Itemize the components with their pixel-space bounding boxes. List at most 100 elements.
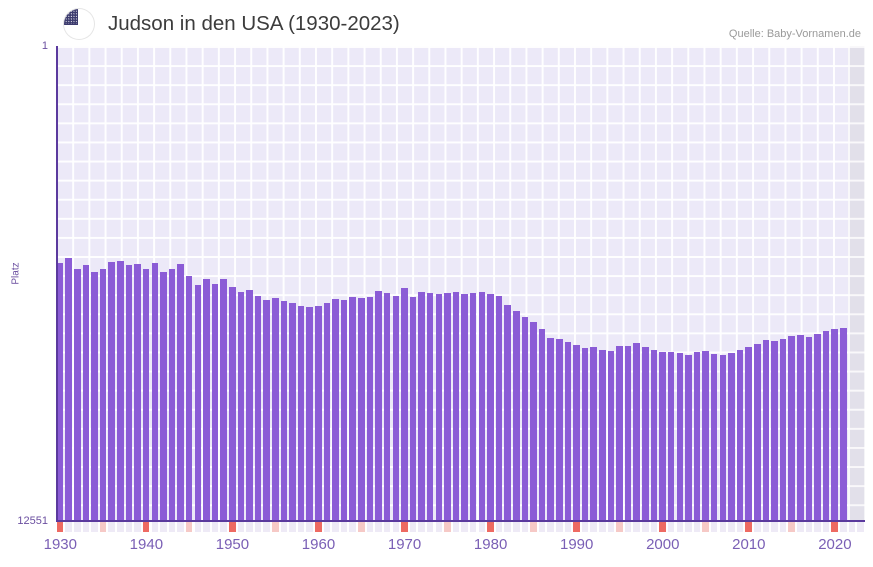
x-tick-1931 — [65, 522, 72, 532]
x-tick-2000 — [659, 522, 666, 532]
bar — [607, 350, 615, 521]
x-tick-2012 — [762, 522, 770, 532]
x-tick-1962 — [332, 522, 339, 532]
x-tick-1971 — [409, 522, 417, 532]
bar — [564, 342, 572, 521]
bar — [530, 322, 537, 521]
x-tick-1984 — [521, 522, 529, 532]
x-tick-2020 — [831, 522, 838, 532]
x-tick-1938 — [125, 522, 133, 532]
bar — [556, 338, 563, 521]
bar — [272, 298, 279, 521]
no-data-region — [847, 46, 865, 521]
x-tick-1964 — [349, 522, 356, 532]
x-tick-2001 — [667, 522, 675, 532]
x-tick-1996 — [624, 522, 632, 532]
bar — [590, 347, 597, 521]
bar — [736, 349, 744, 521]
x-tick-1987 — [547, 522, 554, 532]
x-tick-1939 — [134, 522, 141, 532]
bar — [762, 339, 770, 521]
bar — [521, 316, 529, 521]
x-tick-1955 — [272, 522, 279, 532]
x-tick-1952 — [246, 522, 253, 532]
bar — [194, 284, 202, 521]
bar — [409, 296, 417, 521]
bar — [599, 349, 606, 521]
x-tick-2019 — [822, 522, 830, 532]
page-title: Judson in den USA (1930-2023) — [108, 12, 400, 35]
x-tick-1990 — [573, 522, 580, 532]
bar — [650, 350, 658, 521]
bar — [280, 300, 288, 521]
x-tick-1949 — [220, 522, 227, 532]
x-tick-1946 — [194, 522, 202, 532]
x-tick-1981 — [495, 522, 503, 532]
x-tick-1945 — [185, 522, 193, 532]
bar — [125, 265, 133, 521]
chart-header: Judson in den USA (1930-2023) Quelle: Ba… — [0, 0, 873, 46]
bar — [401, 287, 408, 521]
bar — [108, 262, 116, 521]
bar — [228, 287, 236, 521]
bar — [745, 347, 752, 521]
x-tick-1983 — [512, 522, 520, 532]
bar — [797, 334, 804, 521]
x-tick-2005 — [702, 522, 709, 532]
bar — [246, 289, 253, 521]
x-tick-1956 — [280, 522, 288, 532]
x-tick-1954 — [263, 522, 270, 532]
x-axis-label-1940: 1940 — [129, 536, 164, 553]
bar — [779, 338, 787, 521]
bar — [315, 305, 322, 521]
x-axis-line — [56, 520, 865, 522]
bar — [822, 330, 830, 521]
bar — [685, 355, 692, 521]
y-axis-top-label: 1 — [41, 40, 48, 52]
x-tick-1969 — [392, 522, 400, 532]
bar — [616, 346, 623, 521]
bar — [452, 291, 460, 521]
bar — [358, 298, 365, 521]
x-tick-1997 — [633, 522, 641, 532]
bar — [168, 268, 176, 521]
x-tick-2022 — [848, 522, 856, 532]
x-tick-1976 — [452, 522, 460, 532]
bar — [633, 343, 641, 521]
x-tick-2003 — [685, 522, 692, 532]
x-tick-2006 — [710, 522, 718, 532]
x-tick-1943 — [168, 522, 176, 532]
x-tick-1998 — [642, 522, 649, 532]
bar — [814, 333, 821, 521]
bar — [74, 269, 81, 521]
x-tick-1944 — [177, 522, 184, 532]
source-label: Quelle: Baby-Vornamen.de — [728, 28, 861, 40]
y-axis-line — [56, 46, 58, 522]
bar — [99, 269, 107, 521]
bar — [297, 305, 305, 521]
x-tick-1975 — [444, 522, 451, 532]
bar — [151, 262, 159, 521]
x-tick-2010 — [745, 522, 752, 532]
x-tick-1977 — [461, 522, 468, 532]
x-tick-2008 — [728, 522, 735, 532]
x-tick-1932 — [74, 522, 81, 532]
x-axis-label-1980: 1980 — [473, 536, 508, 553]
bar — [375, 291, 382, 521]
bar — [177, 263, 184, 521]
x-tick-1958 — [297, 522, 305, 532]
bar — [435, 294, 443, 521]
x-tick-1933 — [82, 522, 90, 532]
bar — [624, 346, 632, 521]
bar — [91, 271, 98, 521]
x-tick-1937 — [117, 522, 124, 532]
bar — [142, 268, 150, 521]
x-tick-2004 — [693, 522, 701, 532]
x-tick-2017 — [805, 522, 813, 532]
x-tick-2009 — [736, 522, 744, 532]
x-tick-1942 — [160, 522, 167, 532]
x-tick-2014 — [779, 522, 787, 532]
bar — [728, 352, 735, 521]
x-axis-labels: 1930 1940 1950 1960 1970 1980 1990 2000 2010 2020 — [0, 536, 873, 564]
